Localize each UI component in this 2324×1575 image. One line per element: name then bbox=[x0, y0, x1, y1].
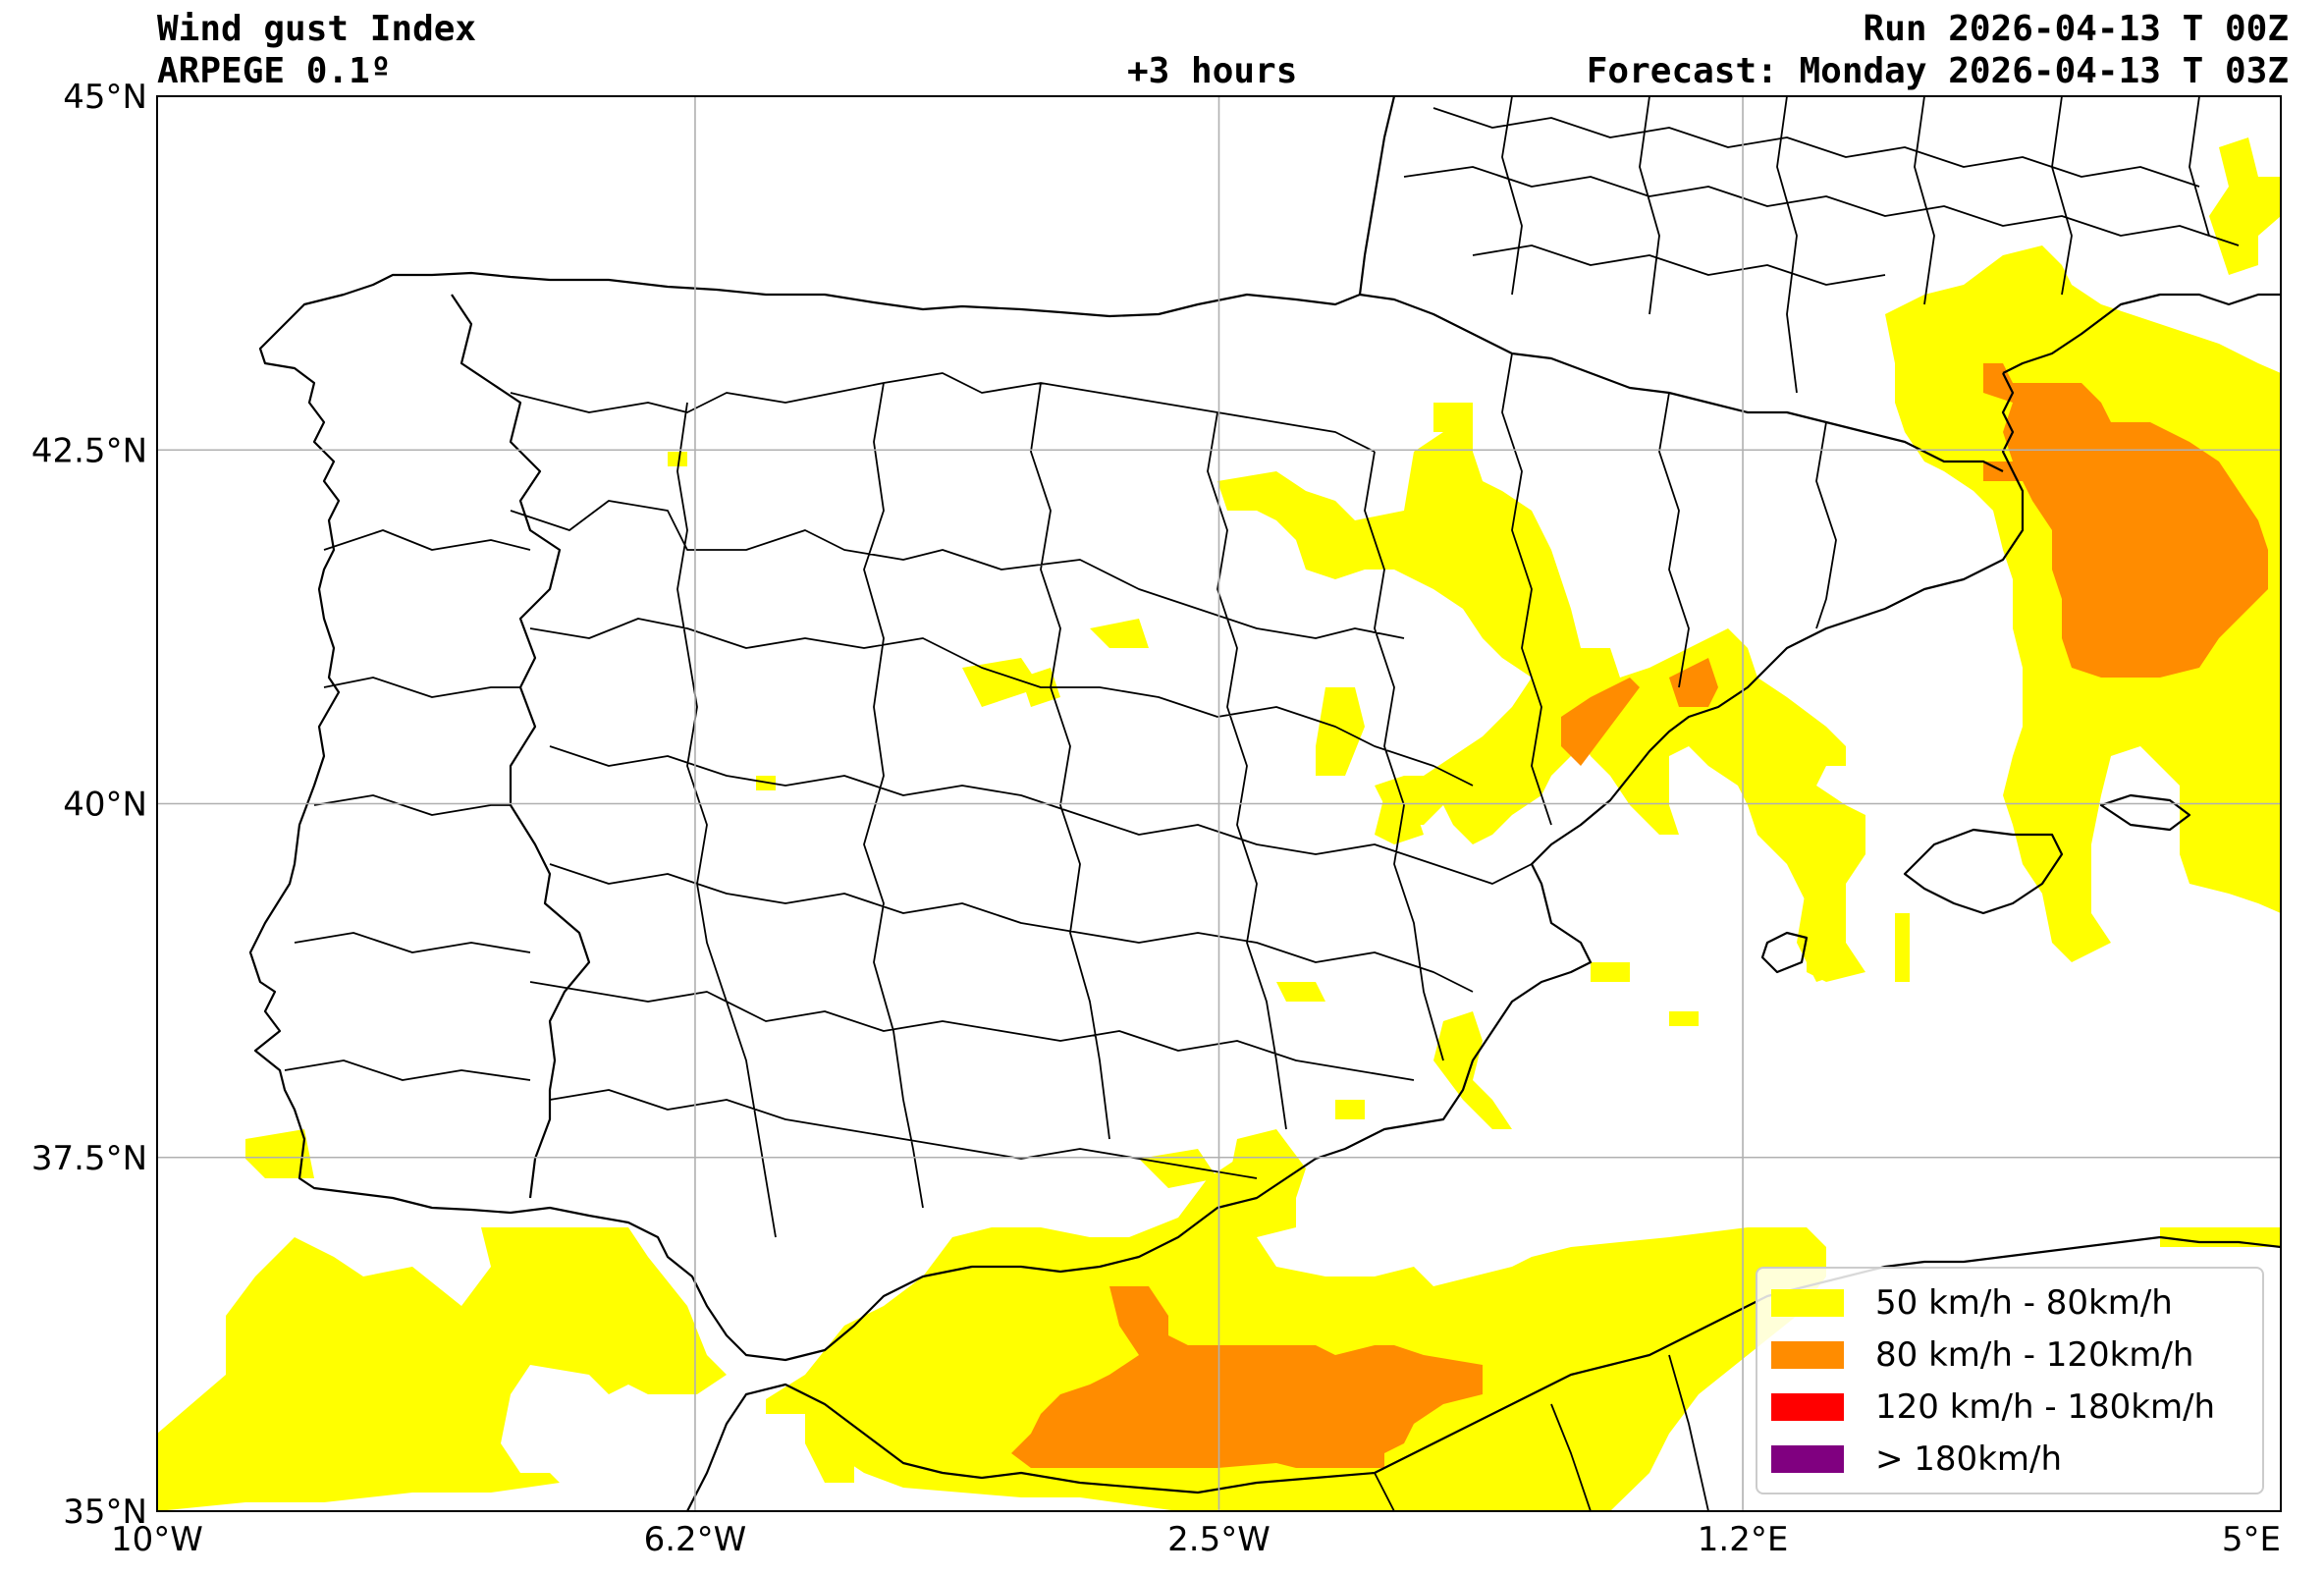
france-departments bbox=[1403, 96, 2240, 394]
africa-coastline bbox=[686, 1235, 2281, 1511]
legend-item: 120 km/h - 180km/h bbox=[1771, 1383, 2215, 1432]
legend-label: > 180km/h bbox=[1875, 1439, 2063, 1479]
africa-borders bbox=[1374, 1354, 1709, 1511]
portugal-spain-border bbox=[451, 294, 591, 1199]
lat-tick-label: 37.5°N bbox=[31, 1139, 147, 1178]
menorca-island bbox=[2099, 793, 2191, 832]
lon-tick-label: 10°W bbox=[111, 1520, 203, 1559]
lon-tick-label: 5°E bbox=[2222, 1520, 2281, 1559]
model-name: ARPEGE 0.1º bbox=[157, 51, 392, 91]
lat-tick-label: 42.5°N bbox=[31, 431, 147, 470]
lon-tick-label: 1.2°E bbox=[1698, 1520, 1789, 1559]
legend-swatch bbox=[1771, 1445, 1844, 1473]
lat-tick-label: 45°N bbox=[63, 78, 147, 117]
iberia-coastline bbox=[248, 96, 2025, 1362]
spain-france-border bbox=[1359, 293, 2004, 472]
lon-tick-label: 6.2°W bbox=[644, 1520, 747, 1559]
gust-legend: 50 km/h - 80km/h 80 km/h - 120km/h 120 k… bbox=[1756, 1267, 2264, 1494]
ibiza-island bbox=[1760, 931, 1809, 974]
legend-label: 120 km/h - 180km/h bbox=[1875, 1387, 2216, 1427]
lat-tick-label: 35°N bbox=[63, 1493, 147, 1532]
gridlines bbox=[157, 96, 2281, 1511]
run-time: Run 2026-04-13 T 00Z bbox=[1863, 9, 2289, 49]
lat-tick-label: 40°N bbox=[63, 786, 147, 825]
legend-swatch bbox=[1771, 1289, 1844, 1317]
legend-item: 50 km/h - 80km/h bbox=[1771, 1278, 2173, 1328]
map-title: Wind gust Index bbox=[157, 9, 477, 49]
legend-swatch bbox=[1771, 1341, 1844, 1369]
france-coastline bbox=[2002, 293, 2281, 374]
gust-zone-strong bbox=[1011, 363, 2268, 1468]
legend-label: 50 km/h - 80km/h bbox=[1875, 1283, 2173, 1323]
legend-swatch bbox=[1771, 1393, 1844, 1421]
legend-item: 80 km/h - 120km/h bbox=[1771, 1331, 2193, 1380]
coastlines-borders bbox=[248, 96, 2281, 1511]
lead-time: +3 hours bbox=[1127, 51, 1298, 91]
lon-tick-labels: 10°W 6.2°W 2.5°W 1.2°E 5°E bbox=[111, 1520, 2281, 1559]
forecast-time: Forecast: Monday 2026-04-13 T 03Z bbox=[1586, 51, 2289, 91]
mallorca-island bbox=[1903, 828, 2064, 915]
legend-label: 80 km/h - 120km/h bbox=[1875, 1335, 2194, 1375]
lat-tick-labels: 45°N 42.5°N 40°N 37.5°N 35°N bbox=[31, 78, 147, 1532]
province-borders bbox=[284, 353, 1837, 1238]
plot-frame bbox=[156, 95, 2282, 1512]
legend-item: > 180km/h bbox=[1771, 1435, 2062, 1484]
lon-tick-label: 2.5°W bbox=[1167, 1520, 1270, 1559]
